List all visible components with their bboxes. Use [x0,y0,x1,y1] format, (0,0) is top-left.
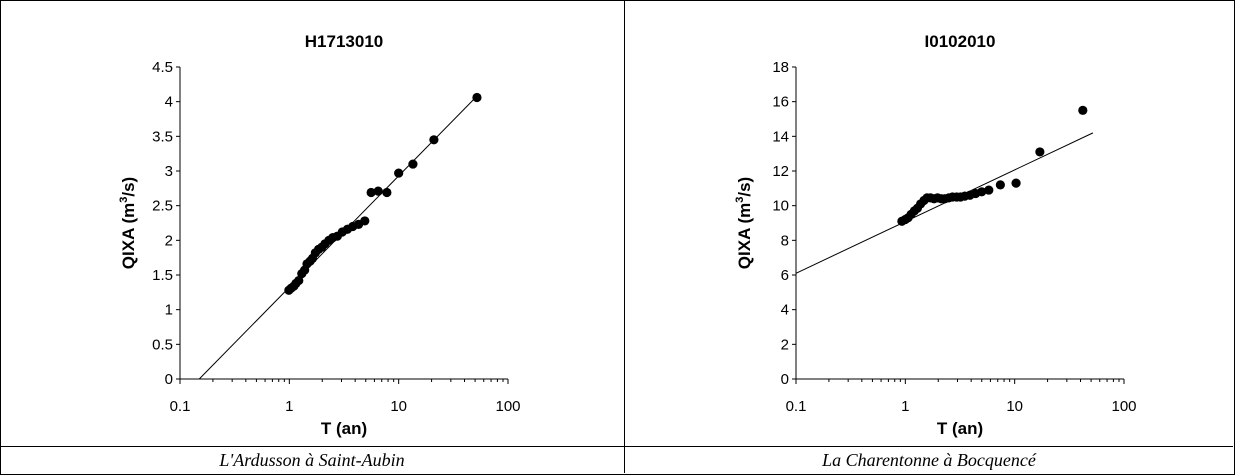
y-tick-label: 10 [772,198,789,215]
x-axis-label: T (an) [937,419,983,438]
y-tick-label: 12 [772,163,789,180]
y-axis-label-part: QIXA (m [735,203,754,269]
y-axis-label-superscript: 3 [734,197,746,203]
y-tick-label: 6 [781,267,789,284]
data-point [1035,147,1045,157]
y-tick-label: 0 [165,371,173,388]
y-tick-label: 2 [165,232,173,249]
x-tick-label: 100 [1111,398,1136,415]
data-point [373,186,383,196]
x-tick-label: 0.1 [170,398,191,415]
table-divider-vertical [624,0,625,473]
y-tick-label: 4.5 [152,59,173,76]
data-point [294,275,304,286]
x-tick-label: 10 [1006,398,1023,415]
x-tick-label: 1 [901,398,909,415]
y-tick-label: 3 [165,163,173,180]
data-point [382,187,392,198]
y-tick-label: 4 [781,302,789,319]
y-axis-label-part: QIXA (m [119,203,138,269]
x-tick-label: 10 [390,398,407,415]
y-tick-label: 2.5 [152,198,173,215]
data-point [1078,105,1088,115]
y-tick-label: 4 [165,94,173,111]
data-point [1011,178,1021,188]
y-tick-label: 2 [781,336,789,353]
table-divider-horizontal [0,446,1233,447]
chart-title: I0102010 [925,32,996,51]
x-axis-label: T (an) [321,419,367,438]
y-tick-label: 1 [165,302,173,319]
y-axis-label-part: /s) [119,177,138,197]
y-axis-label: QIXA (m3/s) [118,177,138,269]
y-tick-label: 18 [772,59,789,76]
y-tick-label: 1.5 [152,267,173,284]
y-axis-label: QIXA (m3/s) [734,177,754,269]
data-point [429,135,439,145]
chart-title: H1713010 [305,32,383,51]
y-axis-label-superscript: 3 [118,197,130,203]
caption-charentonne: La Charentonne à Bocquencé [822,450,1036,470]
y-tick-label: 8 [781,232,789,249]
y-tick-label: 14 [772,128,789,145]
x-tick-label: 1 [285,398,293,415]
data-point [408,159,418,169]
y-tick-label: 3.5 [152,128,173,145]
data-point [984,185,994,195]
y-tick-label: 0 [781,371,789,388]
chart-panel-i0102010: I0102010 0 2 4 6 8 10 12 14 16 18 0.1 1 10 100 T (an) QI… [625,1,1235,445]
x-tick-label: 100 [495,398,520,415]
data-point [472,92,482,103]
caption-ardusson: L'Ardusson à Saint-Aubin [219,450,405,470]
chart-h1713010: H1713010 0 0.5 1 1.5 2 2.5 3 3.5 4 4.5 0.1 1 10 100 T (… [118,32,521,438]
data-point [977,187,987,197]
data-point [995,180,1005,190]
data-point [394,168,404,178]
x-tick-label: 0.1 [786,398,807,415]
chart-i0102010: I0102010 0 2 4 6 8 10 12 14 16 18 0.1 1 10 100 T (an) QI… [734,32,1137,438]
data-point [360,216,370,226]
chart-panel-h1713010: H1713010 0 0.5 1 1.5 2 2.5 3 3.5 4 4.5 0.1 1 10 100 T (… [1,1,623,445]
y-tick-label: 16 [772,94,789,111]
y-tick-label: 0.5 [152,336,173,353]
y-axis-label-part: /s) [735,177,754,197]
data-point [366,187,376,198]
